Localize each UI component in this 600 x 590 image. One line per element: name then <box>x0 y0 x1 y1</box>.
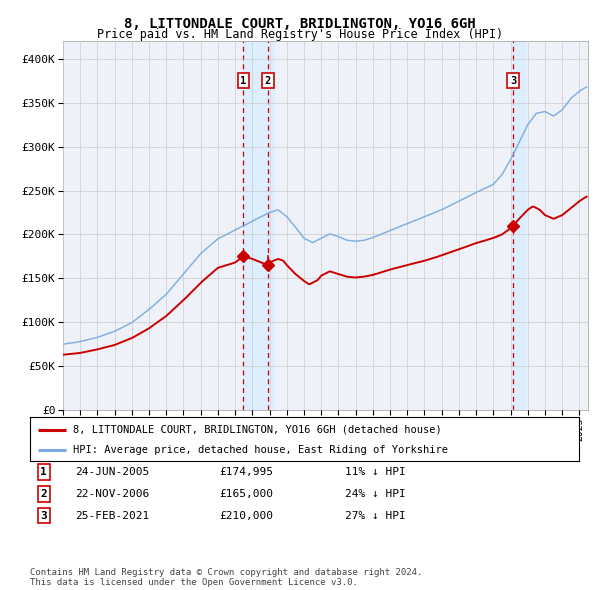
Text: 3: 3 <box>510 76 516 86</box>
Text: 8, LITTONDALE COURT, BRIDLINGTON, YO16 6GH (detached house): 8, LITTONDALE COURT, BRIDLINGTON, YO16 6… <box>73 425 442 434</box>
Text: 24-JUN-2005: 24-JUN-2005 <box>75 467 149 477</box>
Text: 25-FEB-2021: 25-FEB-2021 <box>75 511 149 520</box>
Text: Price paid vs. HM Land Registry's House Price Index (HPI): Price paid vs. HM Land Registry's House … <box>97 28 503 41</box>
Text: 2: 2 <box>40 489 47 499</box>
Text: 27% ↓ HPI: 27% ↓ HPI <box>345 511 406 520</box>
Text: 1: 1 <box>240 76 247 86</box>
Text: £165,000: £165,000 <box>219 489 273 499</box>
Text: 24% ↓ HPI: 24% ↓ HPI <box>345 489 406 499</box>
Bar <box>242 41 274 410</box>
Text: 1: 1 <box>40 467 47 477</box>
Text: 11% ↓ HPI: 11% ↓ HPI <box>345 467 406 477</box>
Text: 22-NOV-2006: 22-NOV-2006 <box>75 489 149 499</box>
Text: 3: 3 <box>40 511 47 520</box>
Text: HPI: Average price, detached house, East Riding of Yorkshire: HPI: Average price, detached house, East… <box>73 445 448 455</box>
Text: £210,000: £210,000 <box>219 511 273 520</box>
Text: Contains HM Land Registry data © Crown copyright and database right 2024.
This d: Contains HM Land Registry data © Crown c… <box>30 568 422 587</box>
Text: 8, LITTONDALE COURT, BRIDLINGTON, YO16 6GH: 8, LITTONDALE COURT, BRIDLINGTON, YO16 6… <box>124 17 476 31</box>
Text: 2: 2 <box>265 76 271 86</box>
Bar <box>512 41 526 410</box>
Text: £174,995: £174,995 <box>219 467 273 477</box>
